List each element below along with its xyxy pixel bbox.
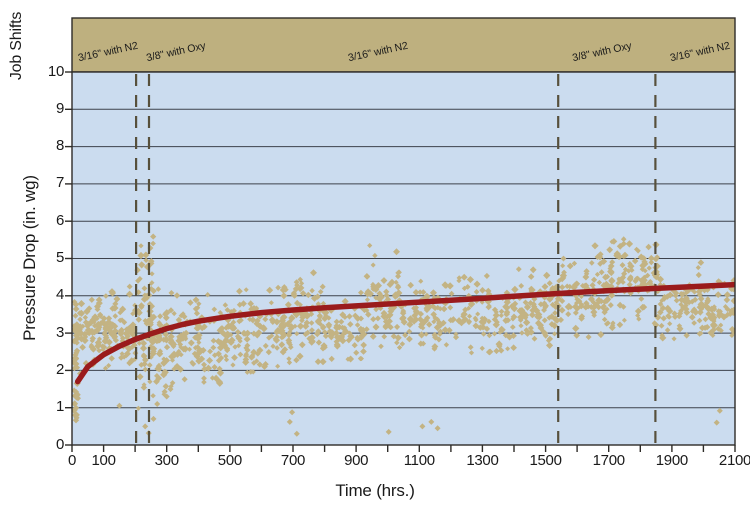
scatter-points: [72, 233, 735, 437]
job-shifts-band: [71, 17, 736, 73]
x-tick-label: 700: [280, 452, 306, 469]
x-tick-label: 1100: [403, 452, 435, 469]
x-tick-label: 300: [154, 452, 179, 469]
y-tick-label: 1: [55, 398, 64, 416]
y-tick-label: 7: [55, 174, 64, 192]
y-tick-label: 6: [55, 211, 64, 229]
x-tick-label: 2100: [718, 452, 750, 469]
x-tick-label: 1500: [529, 452, 562, 469]
y-tick-label: 2: [55, 360, 64, 378]
x-tick-label: 0: [67, 452, 77, 469]
y-tick-label: 8: [55, 137, 64, 155]
y-tick-label: 0: [55, 435, 64, 453]
y-tick-label: 3: [55, 323, 64, 341]
x-tick-label: 1300: [466, 452, 499, 469]
y-tick-label: 4: [55, 286, 64, 304]
x-tick-label: 100: [91, 452, 116, 469]
trend-line: [74, 281, 735, 385]
x-tick-label: 500: [217, 452, 242, 469]
x-axis-title: Time (hrs.): [335, 481, 415, 500]
y-tick-label: 5: [55, 249, 64, 266]
x-tick-label: 900: [344, 452, 369, 469]
x-tick-label: 1900: [655, 452, 688, 469]
y-tick-label: 10: [47, 62, 64, 80]
x-tick-label: 1700: [592, 452, 625, 469]
y-tick-label: 9: [55, 99, 64, 117]
